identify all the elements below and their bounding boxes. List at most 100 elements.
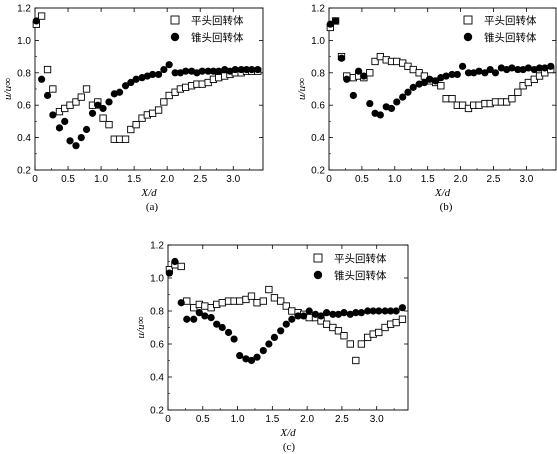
data-point-circle	[237, 65, 245, 74]
data-point-circle	[105, 98, 113, 106]
x-tick-label: 2.0	[160, 174, 174, 185]
data-point-circle	[535, 64, 544, 72]
data-point-circle	[360, 72, 368, 80]
data-point-circle	[305, 307, 313, 315]
y-tick-label: 0.2	[311, 166, 325, 177]
x-tick-label: 1.5	[127, 174, 141, 185]
x-tick-label: 0	[326, 174, 332, 185]
data-point-square	[148, 109, 157, 117]
y-axis-title: u/u∞	[2, 78, 14, 100]
data-point-square	[165, 91, 173, 100]
data-point-circle	[207, 314, 215, 322]
data-point-square	[265, 285, 273, 294]
x-tick-label: 2.0	[454, 174, 468, 185]
data-point-square	[475, 101, 483, 109]
x-tick-label: 3.0	[226, 174, 240, 185]
data-point-square	[49, 85, 57, 93]
data-point-square	[105, 120, 113, 129]
data-point-circle	[115, 88, 124, 96]
y-tick-label: 1.2	[17, 4, 31, 15]
x-tick-label: 2.5	[335, 414, 349, 425]
x-tick-label: 2.5	[193, 174, 207, 185]
data-point-square	[346, 340, 354, 348]
data-point-circle	[481, 69, 489, 77]
data-point-circle	[442, 72, 450, 80]
data-point-circle	[458, 62, 467, 70]
data-point-square	[448, 95, 456, 103]
data-point-circle	[154, 70, 163, 79]
y-tick-label: 0.4	[150, 373, 164, 384]
data-point-circle	[343, 75, 351, 83]
data-point-circle	[381, 307, 389, 315]
y-tick-label: 1.0	[311, 36, 325, 47]
panel-c: 0 0.5 1.0 1.5 2.0 2.5 3.0 0.2 0.4 0.6 0.8 1.0 1.2 X/d…	[135, 241, 409, 453]
data-point-circle	[541, 64, 549, 72]
series-cone-head	[326, 17, 555, 119]
data-point-circle	[294, 312, 302, 320]
data-point-circle	[387, 104, 396, 113]
data-point-circle	[282, 320, 290, 328]
data-point-circle	[182, 67, 190, 75]
x-tick-label: 0	[165, 414, 171, 425]
data-point-square	[282, 302, 290, 310]
data-point-circle	[352, 309, 360, 317]
data-point-circle	[160, 65, 168, 74]
data-point-circle	[43, 91, 52, 100]
data-point-circle	[524, 64, 532, 72]
data-point-circle	[204, 67, 212, 75]
series-cone-head	[165, 257, 407, 365]
data-point-circle	[253, 353, 261, 361]
legend-circle-marker	[463, 32, 473, 42]
y-tick-label: 0.6	[311, 101, 325, 112]
panel-label: (c)	[283, 441, 296, 453]
series-flat-head	[165, 261, 407, 365]
data-point-circle	[420, 78, 429, 87]
data-point-circle	[77, 134, 85, 142]
data-point-circle	[331, 17, 340, 25]
y-tick-label: 1.0	[150, 274, 164, 285]
y-tick-label: 1.0	[17, 36, 31, 47]
x-axis-title: X/d	[279, 427, 296, 439]
data-point-circle	[486, 65, 494, 74]
data-point-circle	[334, 310, 343, 318]
x-tick-label: 1.5	[421, 174, 435, 185]
y-tick-label: 0.8	[150, 307, 164, 318]
legend-circle-marker	[170, 32, 180, 42]
legend-label: 平头回转体	[191, 14, 244, 27]
data-point-circle	[409, 83, 417, 91]
data-point-circle	[201, 312, 209, 320]
data-point-square	[132, 120, 140, 129]
data-point-square	[72, 98, 80, 106]
x-tick-label: 2.0	[300, 414, 314, 425]
data-point-circle	[547, 62, 555, 70]
data-point-square	[99, 114, 107, 122]
y-tick-label: 0.4	[311, 133, 325, 144]
data-point-square	[322, 320, 331, 328]
data-point-circle	[337, 54, 346, 62]
data-point-square	[524, 78, 533, 87]
legend-label: 平头回转体	[484, 14, 537, 27]
data-point-circle	[38, 75, 46, 83]
data-point-circle	[404, 88, 412, 96]
data-point-square	[334, 327, 343, 335]
data-point-circle	[277, 327, 285, 335]
data-point-circle	[94, 101, 102, 109]
data-point-circle	[508, 64, 516, 72]
data-point-square	[437, 82, 445, 90]
y-tick-label: 0.8	[311, 68, 325, 79]
data-point-square	[352, 356, 360, 365]
data-point-square	[491, 98, 500, 106]
data-point-circle	[61, 117, 69, 125]
data-point-circle	[346, 310, 354, 318]
data-point-square	[366, 69, 374, 77]
data-point-circle	[177, 299, 185, 307]
data-point-circle	[288, 315, 296, 323]
data-point-circle	[259, 347, 267, 355]
data-point-circle	[475, 67, 483, 75]
x-tick-label: 0.5	[61, 174, 75, 185]
data-point-square	[43, 65, 52, 74]
legend-label: 平头回转体	[334, 252, 387, 265]
x-tick-label: 0.5	[355, 174, 369, 185]
data-point-square	[82, 85, 91, 93]
data-point-circle	[121, 82, 130, 90]
